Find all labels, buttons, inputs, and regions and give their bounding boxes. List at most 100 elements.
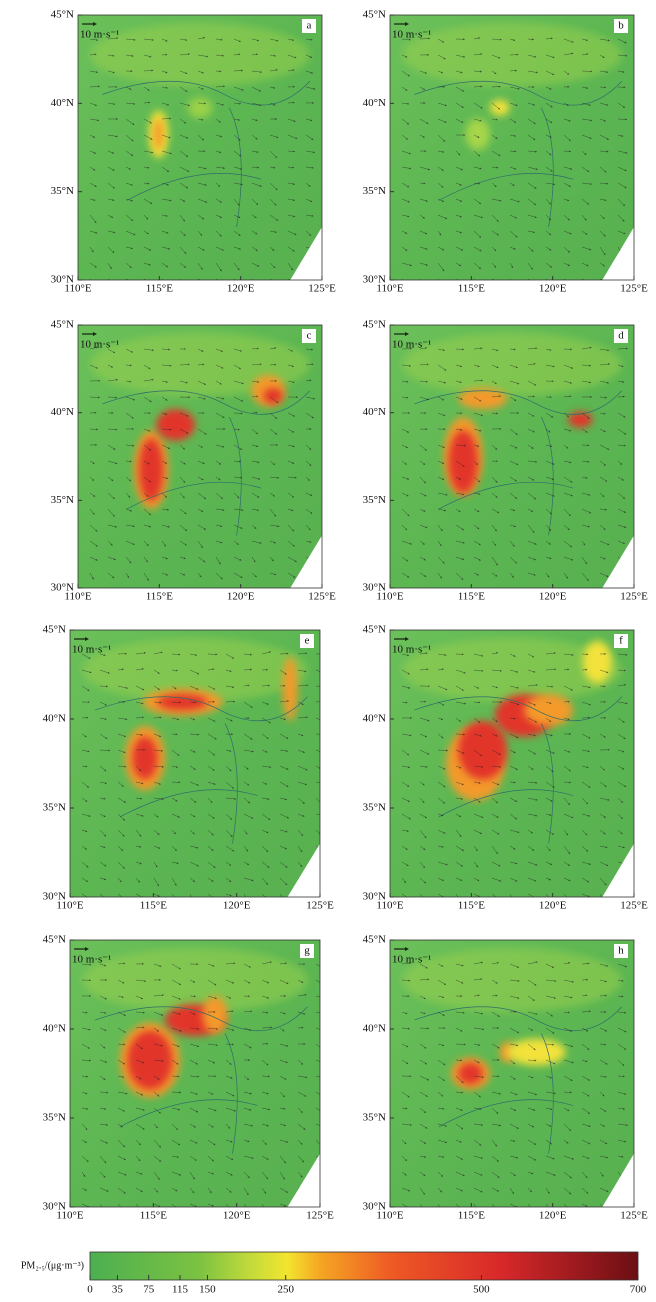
pollution-area <box>203 996 228 1033</box>
haze <box>90 23 310 87</box>
map-field <box>390 940 634 1212</box>
lon-label: 120°E <box>539 1210 567 1222</box>
map-field <box>70 630 326 902</box>
colorbar-tick-label: 35 <box>112 1284 124 1296</box>
lat-label: 45°N <box>363 934 386 946</box>
panel-letter: f <box>619 635 623 647</box>
colorbar-tick-label: 700 <box>630 1284 647 1296</box>
lon-label: 110°E <box>376 900 403 912</box>
pollution-area <box>188 97 212 118</box>
lat-label: 35°N <box>363 494 386 506</box>
lon-label: 120°E <box>223 900 251 912</box>
wind-scale-label: 10 m·s⁻¹ <box>392 644 431 656</box>
wind-scale-label: 10 m·s⁻¹ <box>72 954 111 966</box>
lon-label: 115°E <box>146 591 173 603</box>
panel-letter: b <box>618 20 624 32</box>
lon-label: 110°E <box>64 591 91 603</box>
lon-label: 120°E <box>539 900 567 912</box>
pollution-area <box>128 1031 173 1090</box>
lat-label: 45°N <box>51 9 74 21</box>
lat-label: 40°N <box>51 97 74 109</box>
lat-label: 45°N <box>43 624 66 636</box>
wind-scale-label: 10 m·s⁻¹ <box>80 339 119 351</box>
pollution-area <box>154 118 164 150</box>
lon-label: 120°E <box>223 1210 251 1222</box>
panel-letter: e <box>305 635 310 647</box>
lon-label: 125°E <box>620 1210 648 1222</box>
pollution-area <box>156 409 195 441</box>
lon-label: 125°E <box>620 591 648 603</box>
colorbar <box>90 1252 638 1280</box>
lat-label: 40°N <box>363 97 386 109</box>
lon-label: 125°E <box>306 900 334 912</box>
haze <box>402 333 622 396</box>
map-field <box>390 15 634 286</box>
lon-label: 125°E <box>306 1210 334 1222</box>
wind-scale-label: 10 m·s⁻¹ <box>72 644 111 656</box>
lon-label: 115°E <box>140 900 167 912</box>
lat-label: 35°N <box>363 185 386 197</box>
lat-label: 35°N <box>43 802 66 814</box>
lon-label: 110°E <box>376 591 403 603</box>
lat-label: 40°N <box>51 406 74 418</box>
map-field <box>390 325 634 588</box>
lon-label: 115°E <box>458 283 485 295</box>
lat-label: 45°N <box>363 9 386 21</box>
wind-scale-label: 10 m·s⁻¹ <box>392 339 431 351</box>
lon-label: 125°E <box>620 900 648 912</box>
lat-label: 35°N <box>43 1112 66 1124</box>
colorbar-tick-label: 250 <box>277 1284 294 1296</box>
wind-scale-label: 10 m·s⁻¹ <box>392 954 431 966</box>
pollution-area <box>524 694 573 726</box>
lon-label: 120°E <box>227 591 255 603</box>
lat-label: 35°N <box>363 802 386 814</box>
colorbar-tick-label: 115 <box>172 1284 189 1296</box>
lon-label: 120°E <box>539 283 567 295</box>
lon-label: 120°E <box>539 591 567 603</box>
lat-label: 45°N <box>363 624 386 636</box>
wind-scale-label: 10 m·s⁻¹ <box>392 29 431 41</box>
map-field <box>78 325 322 588</box>
pollution-area <box>133 737 158 780</box>
wind-scale-label: 10 m·s⁻¹ <box>80 29 119 41</box>
colorbar-tick-label: 150 <box>199 1284 216 1296</box>
lon-label: 110°E <box>56 1210 83 1222</box>
colorbar-tick-label: 500 <box>473 1284 490 1296</box>
colorbar-tick-label: 75 <box>143 1284 155 1296</box>
map-field <box>390 630 634 902</box>
map-field <box>70 940 325 1212</box>
panel-letter: g <box>304 945 310 957</box>
pollution-area <box>507 1039 566 1066</box>
haze <box>83 948 308 1012</box>
lat-label: 40°N <box>43 713 66 725</box>
pollution-area <box>458 721 507 780</box>
lat-label: 45°N <box>51 319 74 331</box>
panel-letter: h <box>618 945 624 957</box>
lon-label: 110°E <box>376 1210 403 1222</box>
lon-label: 125°E <box>308 591 336 603</box>
lon-label: 120°E <box>227 283 255 295</box>
lon-label: 115°E <box>458 591 485 603</box>
lon-label: 110°E <box>376 283 403 295</box>
pollution-area <box>263 388 283 404</box>
pollution-area <box>139 438 163 501</box>
lat-label: 35°N <box>363 1112 386 1124</box>
lon-label: 115°E <box>458 1210 485 1222</box>
lat-label: 40°N <box>43 1023 66 1035</box>
lon-label: 115°E <box>140 1210 167 1222</box>
panel-letter: d <box>618 330 624 342</box>
lon-label: 125°E <box>620 283 648 295</box>
lon-label: 125°E <box>308 283 336 295</box>
lon-label: 110°E <box>64 283 91 295</box>
pollution-area <box>458 1063 482 1084</box>
lon-label: 110°E <box>56 900 83 912</box>
lat-label: 40°N <box>363 1023 386 1035</box>
lon-label: 115°E <box>146 283 173 295</box>
